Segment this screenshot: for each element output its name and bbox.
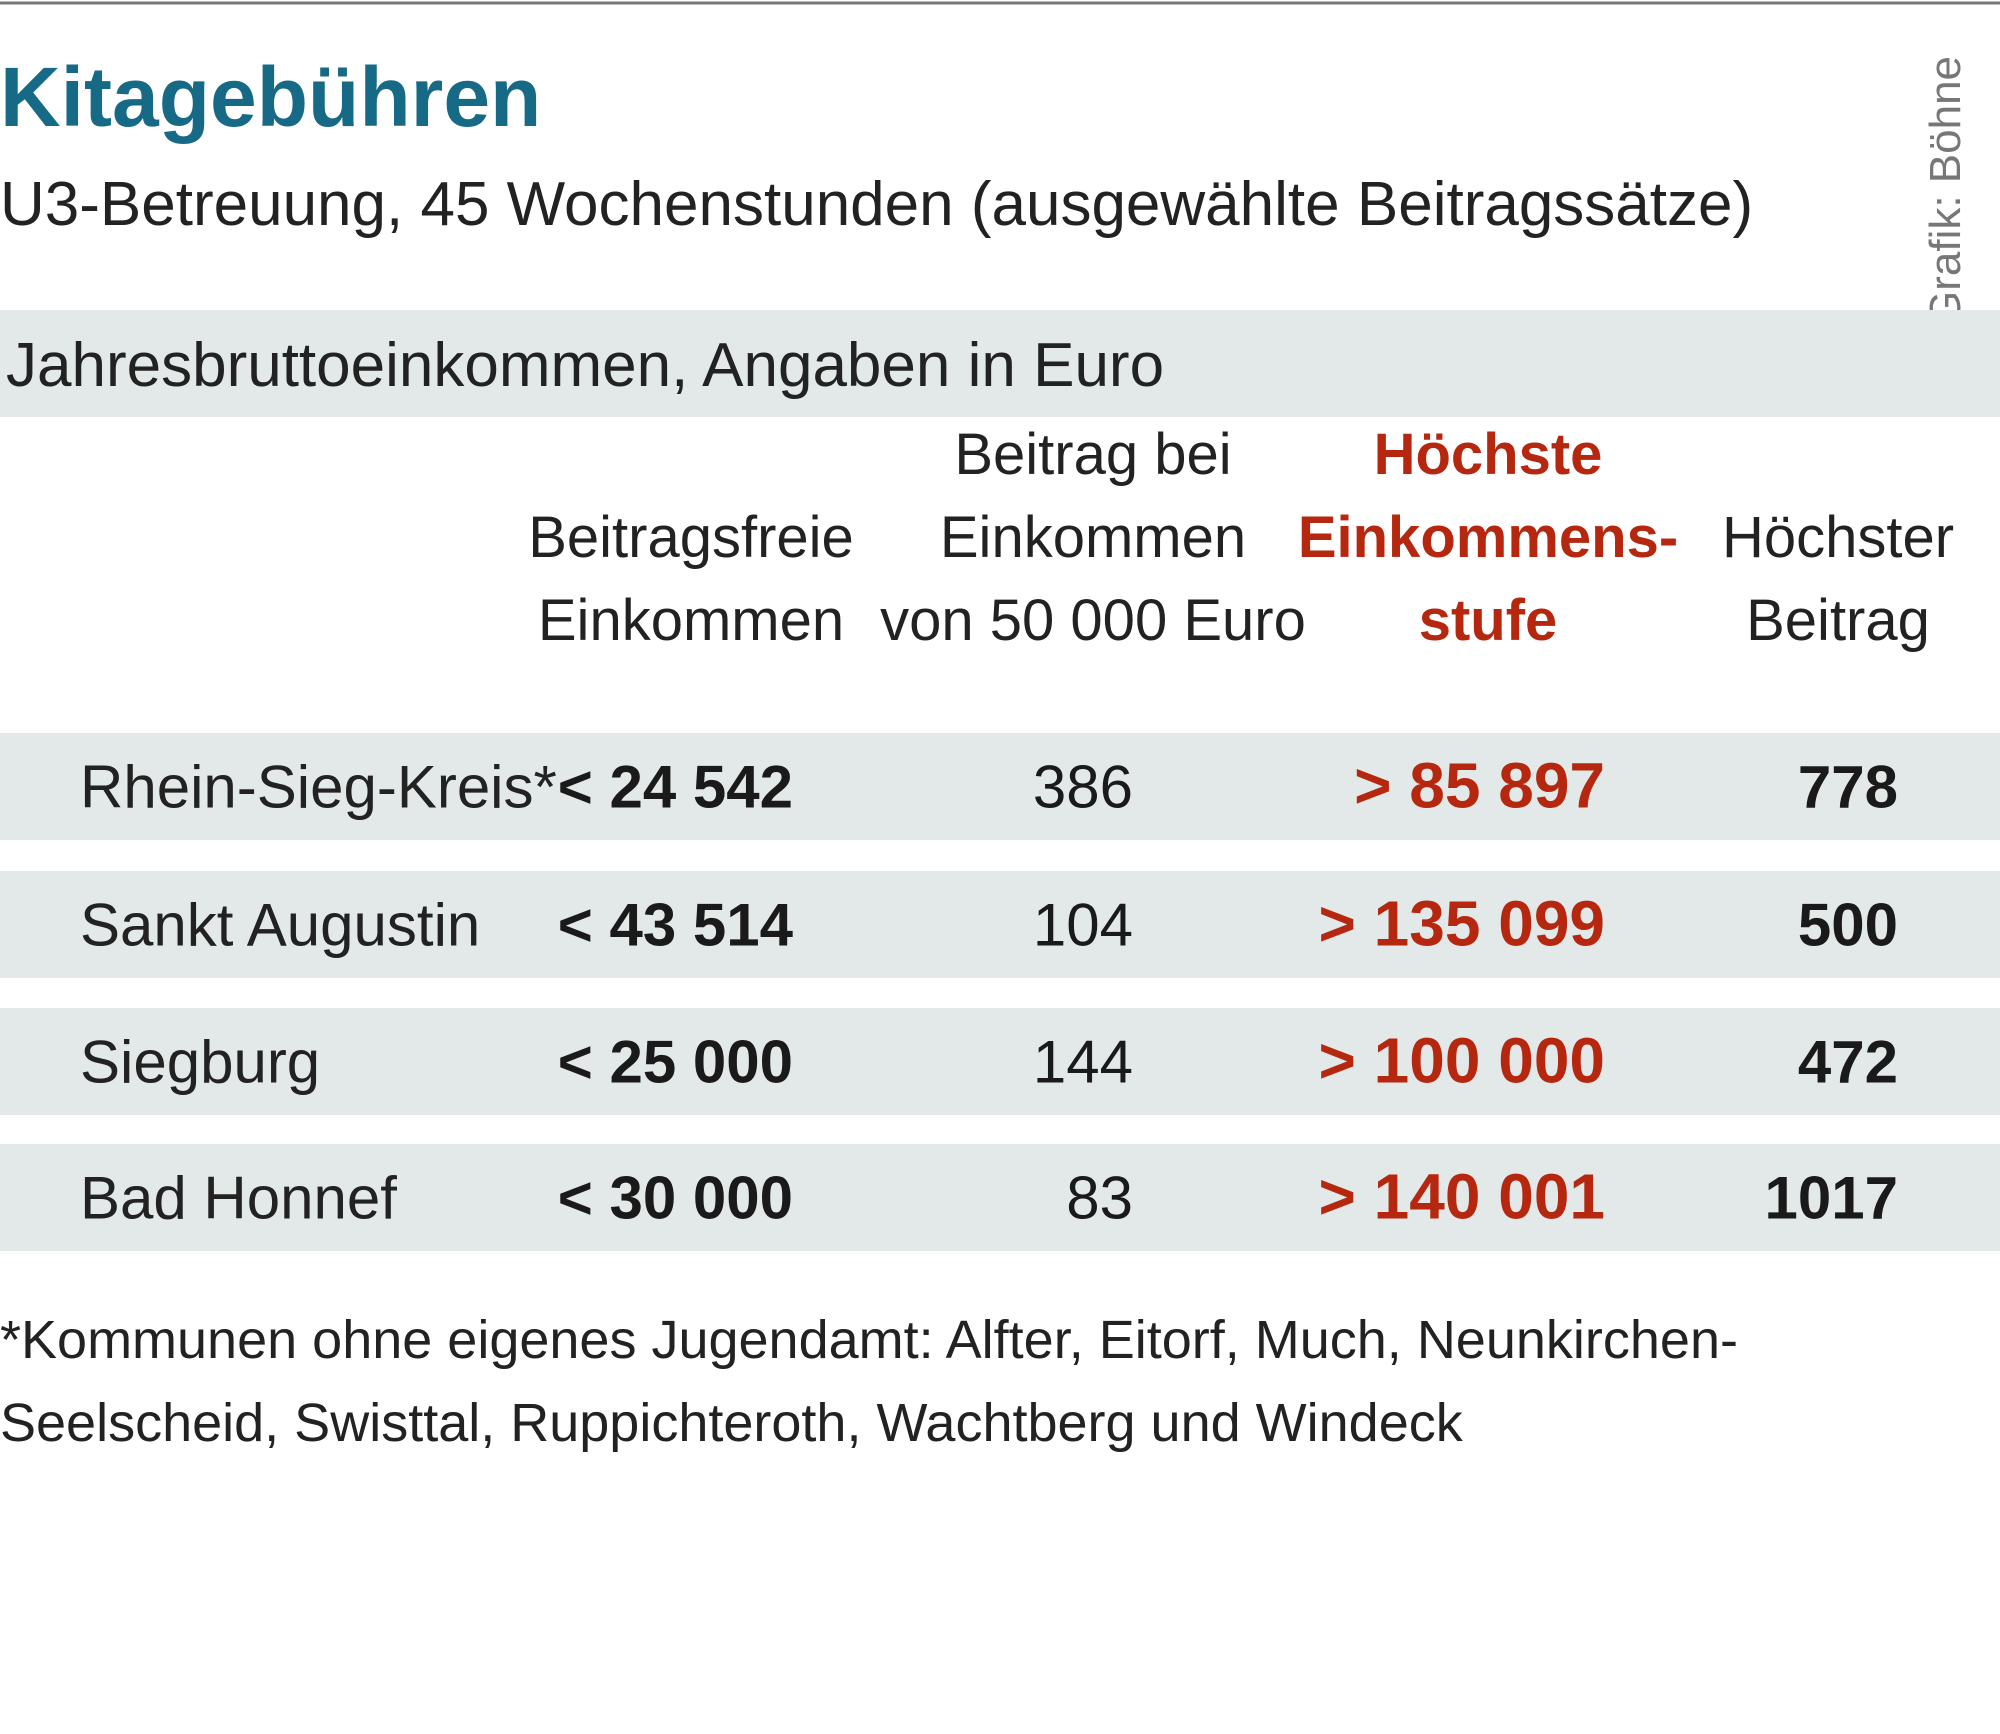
cell: 386 [1033,754,1133,821]
cell: 472 [1798,1029,1898,1096]
cell: < 25 000 [558,1029,793,1096]
cell: 1017 [1765,1165,1898,1232]
row-band [0,1008,2000,1115]
row-band [0,733,2000,840]
column-header: Einkommen [538,588,844,653]
cell: < 30 000 [558,1165,793,1232]
cell: 500 [1798,892,1898,959]
cell: 144 [1033,1029,1133,1096]
cell: > 135 099 [1319,888,1606,960]
cell: 104 [1033,892,1133,959]
cell: > 140 001 [1319,1161,1606,1233]
row-band [0,1144,2000,1251]
row-band [0,871,2000,978]
table-caption: Jahresbruttoeinkommen, Angaben in Euro [6,331,1164,400]
column-header: stufe [1419,588,1558,653]
cell: 83 [1066,1165,1133,1232]
column-header: Höchste [1374,422,1603,487]
cell: > 85 897 [1354,750,1605,822]
row-label: Siegburg [80,1029,320,1096]
column-header: Beitrag [1746,588,1930,653]
credit: Grafik: Böhne [1921,56,1970,325]
column-header: Einkommens- [1298,505,1678,570]
column-header: von 50 000 Euro [880,588,1306,653]
row-label: Bad Honnef [80,1165,397,1232]
column-header: Beitragsfreie [528,505,854,570]
row-label: Rhein-Sieg-Kreis* [80,754,557,821]
cell: < 24 542 [558,754,793,821]
cell: < 43 514 [558,892,794,959]
cell: > 100 000 [1319,1025,1606,1097]
title: Kitagebühren [0,50,541,144]
row-label: Sankt Augustin [80,892,480,959]
column-header: Einkommen [940,505,1246,570]
column-header: Beitrag bei [954,422,1231,487]
footnote-line: *Kommunen ohne eigenes Jugendamt: Alfter… [0,1310,1738,1370]
table: Beitragsfreie Einkommen Beitrag bei Einkomm… [0,422,2000,1251]
footnote-line: Seelscheid, Swisttal, Ruppichteroth, Wac… [0,1393,1464,1453]
caption-band [0,310,2000,417]
column-header: Höchster [1722,505,1954,570]
subtitle: U3-Betreuung, 45 Wochenstunden (ausgewäh… [0,170,1753,239]
cell: 778 [1798,754,1898,821]
